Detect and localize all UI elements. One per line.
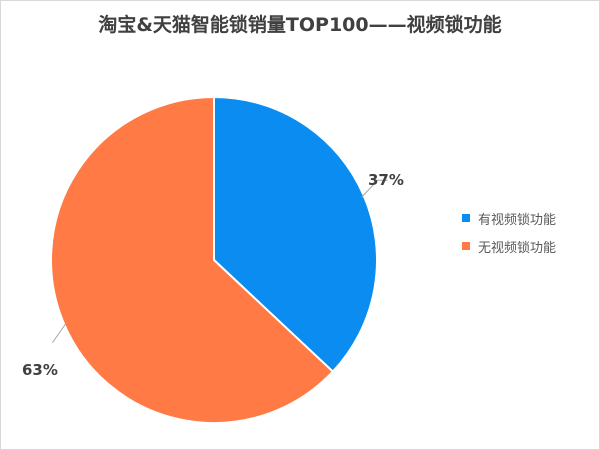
legend: 有视频锁功能 无视频锁功能	[462, 204, 556, 260]
leader-line-1	[51, 322, 67, 344]
legend-item-1: 无视频锁功能	[462, 232, 556, 260]
legend-swatch-1	[462, 242, 470, 250]
legend-item-0: 有视频锁功能	[462, 204, 556, 232]
data-label-0: 37%	[368, 171, 404, 189]
legend-swatch-0	[462, 214, 470, 222]
legend-label-0: 有视频锁功能	[478, 212, 557, 228]
chart-title: 淘宝&天猫智能锁销量TOP100——视频锁功能	[98, 14, 502, 36]
legend-label-1: 无视频锁功能	[478, 240, 557, 256]
data-label-1: 63%	[22, 361, 58, 379]
leader-line-0	[361, 179, 388, 198]
